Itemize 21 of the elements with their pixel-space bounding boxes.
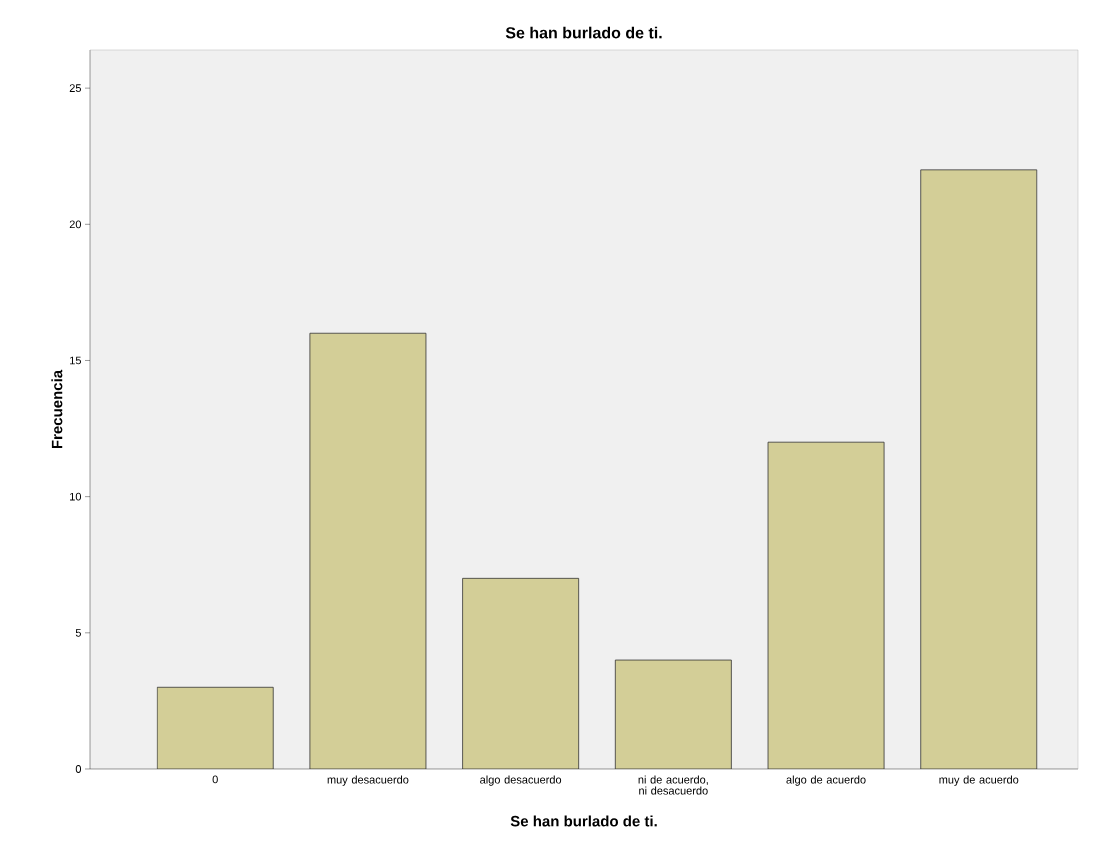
x-tick-label: 0 [212, 775, 218, 784]
y-tick-label: 10 [70, 492, 82, 501]
bar [767, 441, 885, 769]
x-tick-label: algo desacuerdo [480, 775, 562, 786]
bar [920, 169, 1038, 769]
x-tick-label: muy de acuerdo [939, 775, 1019, 786]
x-tick-label: algo de acuerdo [786, 775, 866, 786]
x-axis-title: Se han burlado de ti. [510, 815, 657, 827]
bar [156, 686, 274, 769]
y-tick-label: 0 [75, 765, 82, 773]
y-tick-label: 5 [75, 629, 81, 637]
y-tick-label: 20 [69, 220, 82, 229]
x-tick-label: ni de acuerdo, ni desacuerdo [638, 775, 708, 795]
y-tick-label: 25 [69, 84, 81, 93]
bar [309, 332, 427, 769]
bar [614, 659, 732, 769]
x-tick-label: muy desacuerdo [327, 775, 409, 786]
bar [462, 577, 580, 769]
y-tick-label: 15 [70, 356, 81, 365]
chart-title: Se han burlado de ti. [505, 26, 662, 39]
y-axis-title: Frecuencia [51, 369, 63, 449]
